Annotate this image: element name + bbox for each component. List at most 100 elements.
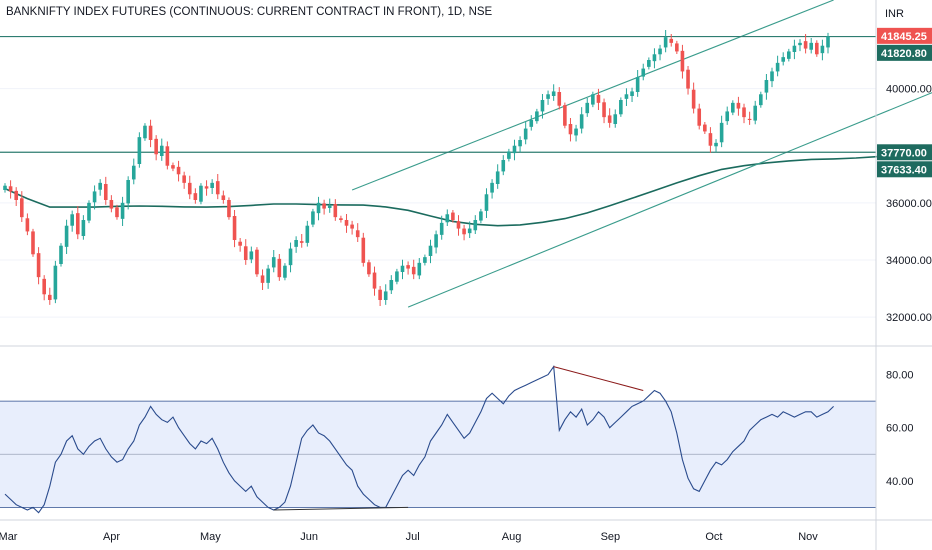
candle-body bbox=[383, 291, 388, 300]
candle bbox=[227, 197, 231, 220]
price-badge-box bbox=[877, 44, 932, 61]
candle-body bbox=[691, 89, 696, 109]
candle-body bbox=[563, 105, 567, 126]
candle-body bbox=[775, 62, 780, 72]
candle bbox=[232, 210, 237, 248]
candle-body bbox=[260, 275, 265, 283]
candle-body bbox=[283, 265, 287, 278]
candle-body bbox=[669, 38, 674, 43]
candle bbox=[820, 39, 825, 61]
candle-body bbox=[400, 265, 405, 272]
candle bbox=[439, 215, 444, 240]
candle bbox=[109, 195, 114, 213]
candle bbox=[708, 127, 713, 153]
candle bbox=[568, 118, 573, 142]
candle-body bbox=[535, 111, 539, 122]
y-tick-label: 32000.00 bbox=[886, 312, 932, 324]
candle bbox=[456, 215, 461, 236]
candle bbox=[523, 121, 528, 145]
candle bbox=[70, 210, 74, 232]
trend-channel bbox=[351, 0, 932, 308]
candle-body bbox=[14, 190, 18, 200]
candle bbox=[557, 87, 562, 110]
candle bbox=[551, 84, 556, 101]
candle-body bbox=[311, 211, 315, 225]
candle bbox=[187, 175, 192, 200]
candle bbox=[434, 230, 438, 254]
candle-body bbox=[361, 237, 366, 263]
candle bbox=[787, 48, 791, 62]
candle-body bbox=[512, 145, 517, 154]
candle bbox=[14, 187, 18, 206]
candle-body bbox=[143, 125, 147, 139]
candle bbox=[546, 90, 550, 105]
candle bbox=[120, 196, 125, 226]
candle-body bbox=[619, 100, 623, 115]
candle bbox=[165, 141, 170, 170]
x-tick-label: Oct bbox=[705, 531, 722, 543]
candle-body bbox=[529, 120, 534, 127]
x-axis-ticks: Mar Apr May Jun Jul Aug Sep Oct Nov bbox=[0, 531, 818, 543]
candle bbox=[316, 196, 321, 221]
candle-body bbox=[417, 262, 422, 276]
candle-body bbox=[19, 198, 24, 218]
divergence-line bbox=[273, 506, 409, 511]
candle bbox=[596, 88, 601, 110]
candle bbox=[647, 57, 651, 70]
candle-body bbox=[574, 128, 578, 136]
price-badge-label: 37770.00 bbox=[881, 147, 927, 159]
candle bbox=[641, 63, 646, 81]
candle bbox=[411, 259, 416, 280]
candle-body bbox=[714, 142, 718, 147]
candle-body bbox=[109, 200, 114, 209]
candle-body bbox=[322, 203, 326, 209]
candle bbox=[176, 160, 181, 182]
candle-body bbox=[137, 137, 142, 164]
candle bbox=[355, 223, 360, 242]
candle-body bbox=[451, 212, 455, 220]
candle-body bbox=[770, 71, 774, 82]
candle-body bbox=[255, 249, 259, 275]
candle-body bbox=[495, 171, 500, 184]
candle-body bbox=[378, 289, 382, 300]
candle bbox=[294, 236, 298, 253]
candle bbox=[563, 102, 567, 129]
candle bbox=[193, 188, 198, 204]
candle bbox=[759, 91, 763, 108]
price-badge-box bbox=[877, 161, 932, 178]
candle bbox=[792, 39, 797, 60]
y-tick-label: 34000.00 bbox=[886, 255, 932, 267]
candle bbox=[445, 209, 450, 226]
candle-body bbox=[826, 36, 830, 48]
candle bbox=[199, 183, 203, 205]
candle bbox=[714, 139, 718, 153]
candle-body bbox=[680, 50, 685, 72]
candle-body bbox=[288, 248, 293, 266]
candle-body bbox=[8, 186, 13, 192]
candle bbox=[579, 107, 584, 134]
candle bbox=[243, 239, 248, 265]
candle bbox=[143, 123, 147, 141]
candle-body bbox=[53, 265, 58, 300]
candle-body bbox=[686, 69, 690, 89]
candle-body bbox=[165, 146, 170, 166]
candle bbox=[389, 275, 394, 294]
candle-body bbox=[719, 122, 724, 143]
candle bbox=[473, 215, 478, 234]
channel-lower-line bbox=[407, 92, 932, 308]
price-badge-label: 37633.40 bbox=[881, 164, 927, 176]
price-badge-label: 41820.80 bbox=[881, 48, 927, 60]
candle-body bbox=[725, 111, 730, 122]
candle bbox=[327, 198, 332, 213]
x-tick-label: Sep bbox=[601, 531, 621, 543]
candle bbox=[311, 208, 315, 228]
candle bbox=[809, 38, 814, 54]
candle-body bbox=[635, 77, 640, 92]
candle bbox=[697, 103, 702, 130]
candle-body bbox=[59, 245, 63, 264]
price-badge: 41820.80 bbox=[877, 44, 932, 61]
candle bbox=[428, 239, 433, 264]
rsi-tick-label: 80.00 bbox=[886, 370, 914, 382]
candle-body bbox=[585, 102, 590, 114]
